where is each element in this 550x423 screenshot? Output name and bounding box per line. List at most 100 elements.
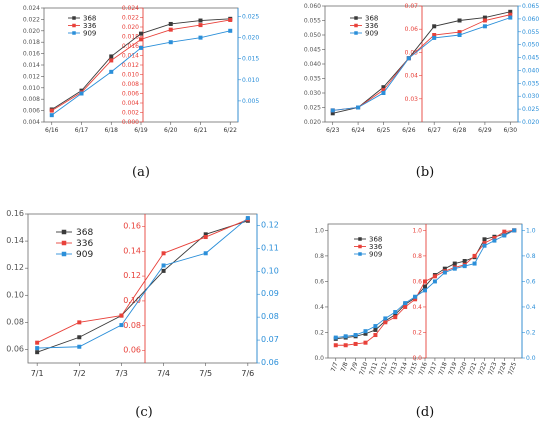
right-tick-label-b: 0.025 xyxy=(522,106,539,113)
marker-909-d xyxy=(492,238,497,243)
marker-336-d xyxy=(373,333,378,338)
x-tick-label-d: 7/21 xyxy=(467,361,478,376)
marker-336-a xyxy=(139,37,143,42)
mid-tick-label-d: 0.4 xyxy=(412,304,422,311)
legend-label-909-a: 909 xyxy=(83,30,96,38)
marker-336-d xyxy=(383,320,388,325)
legend-marker-336-c xyxy=(61,240,67,246)
marker-336-c xyxy=(35,340,40,345)
x-tick-label-d: 7/8 xyxy=(340,361,350,373)
legend-label-368-a: 368 xyxy=(83,15,96,23)
plot-frame-b xyxy=(324,5,519,123)
marker-368-d xyxy=(373,327,378,332)
series-line-336-c xyxy=(36,219,249,344)
series-line-909-b xyxy=(332,17,511,111)
marker-336-d xyxy=(492,236,497,241)
right-tick-label-d: 0.4 xyxy=(526,304,536,311)
right-tick-label-d: 0.2 xyxy=(526,329,536,336)
x-tick-label-a: 6/17 xyxy=(75,127,89,134)
mid-tick-label-c: 0.14 xyxy=(123,246,141,255)
left-tick-label-c: 0.14 xyxy=(6,236,24,245)
x-tick-label-b: 6/28 xyxy=(453,127,467,134)
marker-909-d xyxy=(353,333,358,338)
marker-336-d xyxy=(333,343,338,348)
marker-368-c xyxy=(35,350,40,355)
marker-336-d xyxy=(472,253,477,258)
legend-marker-336-a xyxy=(72,23,76,28)
marker-368-b xyxy=(457,18,462,23)
marker-368-b xyxy=(432,24,437,29)
marker-336-b xyxy=(432,33,437,37)
legend-label-336-a: 336 xyxy=(83,22,97,30)
marker-909-c xyxy=(119,323,124,328)
marker-909-d xyxy=(452,266,457,271)
right-tick-label-d: 0.8 xyxy=(526,253,536,260)
marker-368-a xyxy=(198,18,203,23)
x-tick-label-b: 6/24 xyxy=(351,127,365,134)
mid-tick-label-b: 0.03 xyxy=(405,96,419,103)
marker-909-d xyxy=(383,316,388,321)
marker-336-a xyxy=(198,23,203,28)
right-tick-label-b: 0.065 xyxy=(522,3,539,10)
marker-909-d xyxy=(333,335,338,340)
x-tick-label-b: 6/29 xyxy=(478,127,492,134)
marker-336-d xyxy=(502,229,507,234)
marker-336-c xyxy=(203,235,208,240)
legend-label-909-d: 909 xyxy=(369,251,382,259)
x-tick-label-a: 6/19 xyxy=(134,127,148,134)
mid-tick-label-a: 0.008 xyxy=(122,81,139,88)
legend-label-909-b: 909 xyxy=(365,30,378,38)
marker-909-b xyxy=(432,35,437,40)
marker-909-a xyxy=(79,91,84,96)
x-tick-label-d: 7/20 xyxy=(457,361,468,376)
mid-tick-label-d: 0.0 xyxy=(412,355,422,362)
marker-336-b xyxy=(508,12,513,17)
mid-tick-label-a: 0.006 xyxy=(122,91,139,98)
marker-336-d xyxy=(343,343,348,348)
x-tick-label-d: 7/11 xyxy=(368,361,379,376)
left-tick-label-a: 0.024 xyxy=(23,5,40,12)
x-tick-label-b: 6/23 xyxy=(326,127,340,134)
right-tick-label-a: 0.025 xyxy=(242,13,259,20)
mid-tick-label-b: 0.05 xyxy=(405,49,419,56)
marker-909-a xyxy=(49,113,54,118)
marker-909-d xyxy=(472,261,477,266)
marker-909-d xyxy=(432,279,437,284)
marker-336-a xyxy=(109,58,114,63)
marker-336-b xyxy=(457,30,462,35)
marker-336-c xyxy=(119,313,124,318)
x-tick-label-d: 7/25 xyxy=(507,361,518,376)
x-tick-label-d: 7/22 xyxy=(477,361,488,376)
x-tick-label-b: 6/27 xyxy=(427,127,441,134)
marker-336-d xyxy=(353,341,358,346)
left-tick-label-c: 0.16 xyxy=(6,209,24,218)
legend-marker-909-a xyxy=(72,31,76,35)
marker-368-c xyxy=(161,268,166,273)
marker-336-a xyxy=(168,27,173,32)
mid-tick-label-b: 0.04 xyxy=(405,73,419,80)
marker-909-d xyxy=(502,233,507,238)
left-tick-label-d: 0.6 xyxy=(314,278,324,285)
marker-909-b xyxy=(508,15,513,20)
panel-label-a: (a) xyxy=(132,165,150,180)
left-tick-label-b: 0.030 xyxy=(304,90,321,97)
marker-909-a xyxy=(198,35,203,40)
marker-336-c xyxy=(161,251,166,256)
right-tick-label-b: 0.045 xyxy=(522,55,539,62)
x-tick-label-d: 7/14 xyxy=(398,361,409,376)
marker-368-a xyxy=(139,31,143,36)
marker-336-d xyxy=(403,304,408,309)
right-tick-label-b: 0.040 xyxy=(522,67,539,74)
right-tick-label-b: 0.030 xyxy=(522,93,539,100)
left-tick-label-b: 0.050 xyxy=(304,32,321,39)
panel-label-c: (c) xyxy=(135,405,152,420)
x-tick-label-a: 6/18 xyxy=(105,127,119,134)
marker-336-d xyxy=(482,241,487,246)
mid-tick-label-d: 0.2 xyxy=(412,329,422,336)
x-tick-label-b: 6/30 xyxy=(504,127,518,134)
marker-368-b xyxy=(330,111,335,116)
marker-909-d xyxy=(403,301,408,306)
legend-marker-336-b xyxy=(354,23,358,28)
left-tick-label-c: 0.10 xyxy=(6,290,24,299)
marker-368-d xyxy=(393,312,398,317)
